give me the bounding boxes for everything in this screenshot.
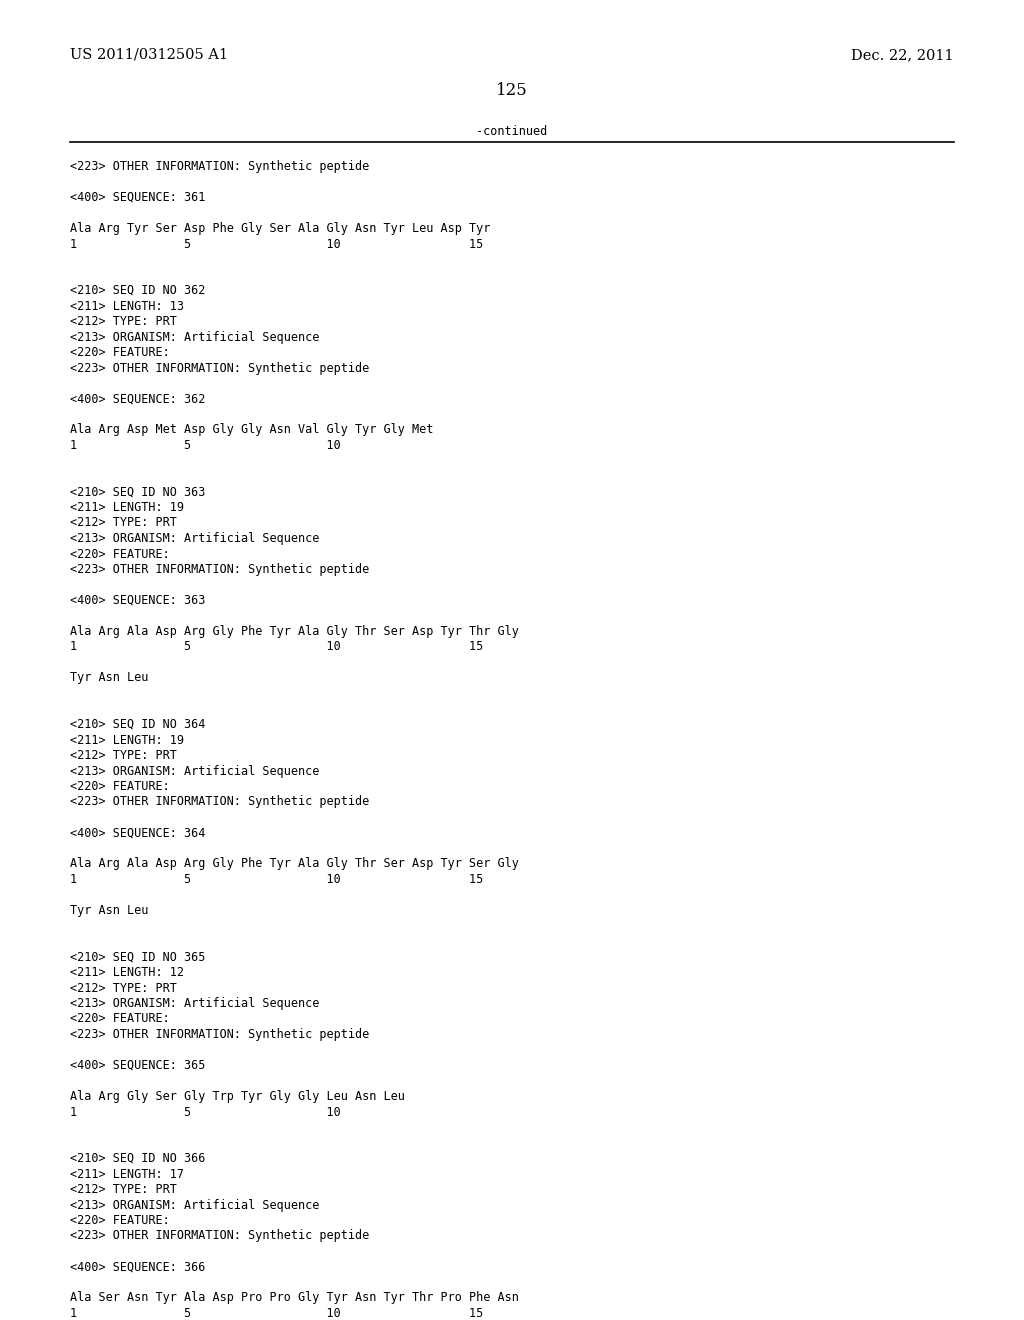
Text: <223> OTHER INFORMATION: Synthetic peptide: <223> OTHER INFORMATION: Synthetic pepti… bbox=[70, 796, 370, 808]
Text: Ala Arg Tyr Ser Asp Phe Gly Ser Ala Gly Asn Tyr Leu Asp Tyr: Ala Arg Tyr Ser Asp Phe Gly Ser Ala Gly … bbox=[70, 222, 490, 235]
Text: <210> SEQ ID NO 363: <210> SEQ ID NO 363 bbox=[70, 486, 206, 499]
Text: <223> OTHER INFORMATION: Synthetic peptide: <223> OTHER INFORMATION: Synthetic pepti… bbox=[70, 160, 370, 173]
Text: <223> OTHER INFORMATION: Synthetic peptide: <223> OTHER INFORMATION: Synthetic pepti… bbox=[70, 1229, 370, 1242]
Text: Tyr Asn Leu: Tyr Asn Leu bbox=[70, 672, 148, 685]
Text: <220> FEATURE:: <220> FEATURE: bbox=[70, 1214, 170, 1228]
Text: <223> OTHER INFORMATION: Synthetic peptide: <223> OTHER INFORMATION: Synthetic pepti… bbox=[70, 1028, 370, 1041]
Text: <400> SEQUENCE: 365: <400> SEQUENCE: 365 bbox=[70, 1059, 206, 1072]
Text: 1               5                   10: 1 5 10 bbox=[70, 440, 341, 451]
Text: 1               5                   10                  15: 1 5 10 15 bbox=[70, 1307, 483, 1320]
Text: Ala Ser Asn Tyr Ala Asp Pro Pro Gly Tyr Asn Tyr Thr Pro Phe Asn: Ala Ser Asn Tyr Ala Asp Pro Pro Gly Tyr … bbox=[70, 1291, 519, 1304]
Text: <400> SEQUENCE: 364: <400> SEQUENCE: 364 bbox=[70, 826, 206, 840]
Text: Ala Arg Ala Asp Arg Gly Phe Tyr Ala Gly Thr Ser Asp Tyr Thr Gly: Ala Arg Ala Asp Arg Gly Phe Tyr Ala Gly … bbox=[70, 624, 519, 638]
Text: <220> FEATURE:: <220> FEATURE: bbox=[70, 1012, 170, 1026]
Text: <213> ORGANISM: Artificial Sequence: <213> ORGANISM: Artificial Sequence bbox=[70, 1199, 319, 1212]
Text: <213> ORGANISM: Artificial Sequence: <213> ORGANISM: Artificial Sequence bbox=[70, 532, 319, 545]
Text: 1               5                   10: 1 5 10 bbox=[70, 1106, 341, 1118]
Text: <212> TYPE: PRT: <212> TYPE: PRT bbox=[70, 748, 177, 762]
Text: <210> SEQ ID NO 362: <210> SEQ ID NO 362 bbox=[70, 284, 206, 297]
Text: Ala Arg Ala Asp Arg Gly Phe Tyr Ala Gly Thr Ser Asp Tyr Ser Gly: Ala Arg Ala Asp Arg Gly Phe Tyr Ala Gly … bbox=[70, 858, 519, 870]
Text: <220> FEATURE:: <220> FEATURE: bbox=[70, 346, 170, 359]
Text: <211> LENGTH: 12: <211> LENGTH: 12 bbox=[70, 966, 184, 979]
Text: US 2011/0312505 A1: US 2011/0312505 A1 bbox=[70, 48, 228, 62]
Text: <213> ORGANISM: Artificial Sequence: <213> ORGANISM: Artificial Sequence bbox=[70, 997, 319, 1010]
Text: Ala Arg Asp Met Asp Gly Gly Asn Val Gly Tyr Gly Met: Ala Arg Asp Met Asp Gly Gly Asn Val Gly … bbox=[70, 424, 433, 437]
Text: <210> SEQ ID NO 364: <210> SEQ ID NO 364 bbox=[70, 718, 206, 731]
Text: Tyr Asn Leu: Tyr Asn Leu bbox=[70, 904, 148, 917]
Text: Ala Arg Gly Ser Gly Trp Tyr Gly Gly Leu Asn Leu: Ala Arg Gly Ser Gly Trp Tyr Gly Gly Leu … bbox=[70, 1090, 404, 1104]
Text: <210> SEQ ID NO 365: <210> SEQ ID NO 365 bbox=[70, 950, 206, 964]
Text: <213> ORGANISM: Artificial Sequence: <213> ORGANISM: Artificial Sequence bbox=[70, 330, 319, 343]
Text: <223> OTHER INFORMATION: Synthetic peptide: <223> OTHER INFORMATION: Synthetic pepti… bbox=[70, 362, 370, 375]
Text: <212> TYPE: PRT: <212> TYPE: PRT bbox=[70, 982, 177, 994]
Text: <212> TYPE: PRT: <212> TYPE: PRT bbox=[70, 1183, 177, 1196]
Text: <220> FEATURE:: <220> FEATURE: bbox=[70, 548, 170, 561]
Text: <400> SEQUENCE: 363: <400> SEQUENCE: 363 bbox=[70, 594, 206, 607]
Text: <400> SEQUENCE: 362: <400> SEQUENCE: 362 bbox=[70, 392, 206, 405]
Text: <220> FEATURE:: <220> FEATURE: bbox=[70, 780, 170, 793]
Text: <400> SEQUENCE: 366: <400> SEQUENCE: 366 bbox=[70, 1261, 206, 1274]
Text: 125: 125 bbox=[496, 82, 528, 99]
Text: -continued: -continued bbox=[476, 125, 548, 139]
Text: <213> ORGANISM: Artificial Sequence: <213> ORGANISM: Artificial Sequence bbox=[70, 764, 319, 777]
Text: <211> LENGTH: 17: <211> LENGTH: 17 bbox=[70, 1167, 184, 1180]
Text: <223> OTHER INFORMATION: Synthetic peptide: <223> OTHER INFORMATION: Synthetic pepti… bbox=[70, 564, 370, 576]
Text: 1               5                   10                  15: 1 5 10 15 bbox=[70, 873, 483, 886]
Text: <212> TYPE: PRT: <212> TYPE: PRT bbox=[70, 315, 177, 327]
Text: <211> LENGTH: 19: <211> LENGTH: 19 bbox=[70, 502, 184, 513]
Text: <400> SEQUENCE: 361: <400> SEQUENCE: 361 bbox=[70, 191, 206, 205]
Text: <210> SEQ ID NO 366: <210> SEQ ID NO 366 bbox=[70, 1152, 206, 1166]
Text: 1               5                   10                  15: 1 5 10 15 bbox=[70, 238, 483, 251]
Text: <212> TYPE: PRT: <212> TYPE: PRT bbox=[70, 516, 177, 529]
Text: Dec. 22, 2011: Dec. 22, 2011 bbox=[851, 48, 954, 62]
Text: 1               5                   10                  15: 1 5 10 15 bbox=[70, 640, 483, 653]
Text: <211> LENGTH: 19: <211> LENGTH: 19 bbox=[70, 734, 184, 747]
Text: <211> LENGTH: 13: <211> LENGTH: 13 bbox=[70, 300, 184, 313]
